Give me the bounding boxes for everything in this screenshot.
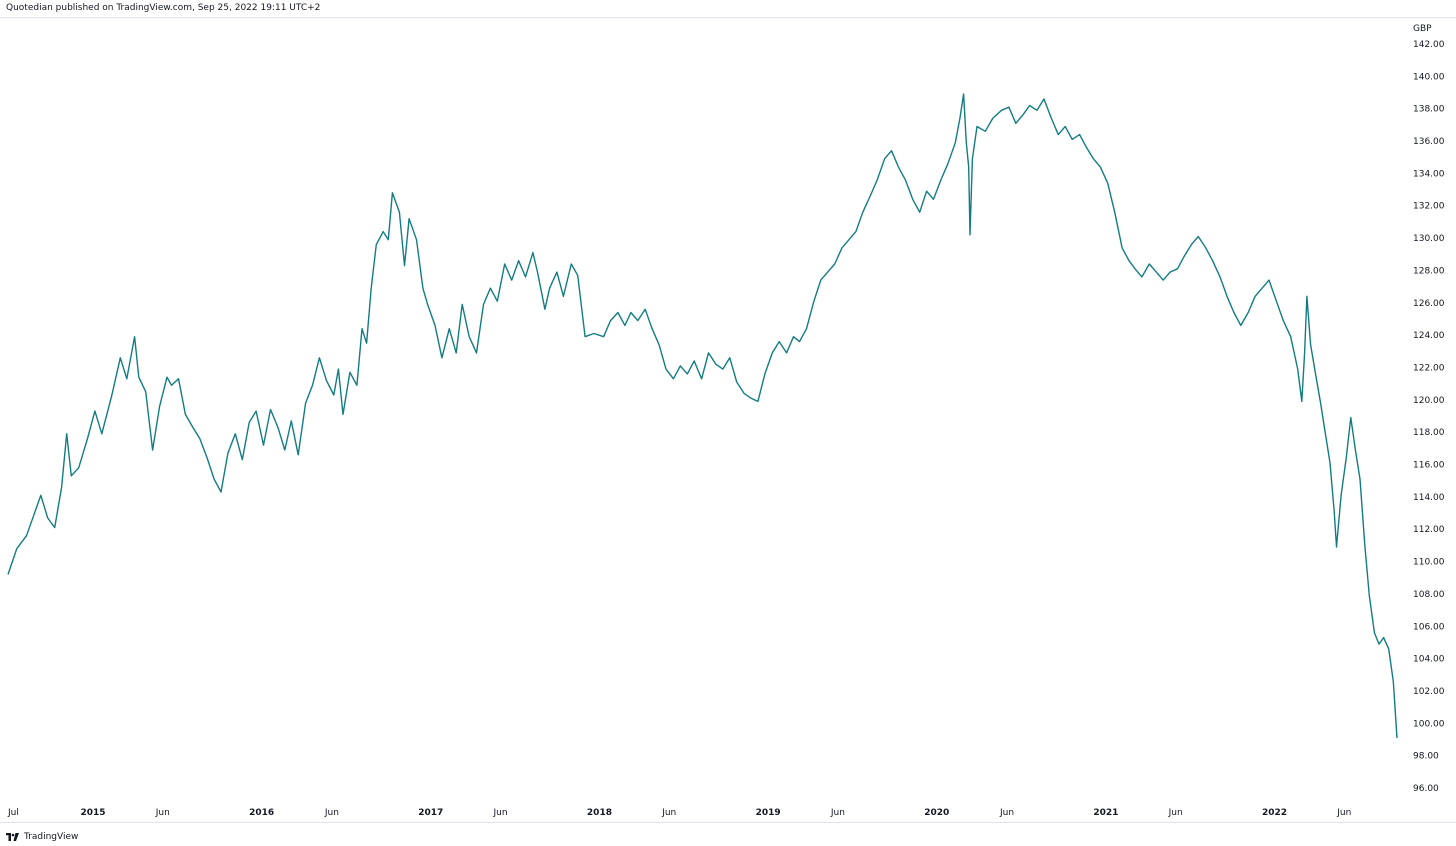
y-tick-label: 126.00 [1413, 299, 1445, 309]
x-tick-label: Jun [1168, 808, 1183, 818]
y-tick-label: 100.00 [1413, 719, 1445, 729]
x-tick-label: 2021 [1093, 808, 1118, 818]
x-tick-label: Jul [7, 808, 19, 818]
y-tick-label: 128.00 [1413, 266, 1445, 276]
x-tick-label: 2019 [756, 808, 781, 818]
y-tick-label: 122.00 [1413, 363, 1445, 373]
series-group [7, 93, 1398, 738]
x-tick-label: 2017 [418, 808, 443, 818]
x-tick-label: Jun [830, 808, 845, 818]
x-tick-label: Jun [155, 808, 170, 818]
tradingview-logo-icon [6, 833, 19, 841]
x-tick-label: 2020 [924, 808, 949, 818]
x-tick-label: 2018 [587, 808, 612, 818]
y-tick-label: 138.00 [1413, 105, 1445, 115]
y-tick-label: 98.00 [1413, 752, 1439, 762]
x-axis[interactable]: Jul 2015 Jun 2016 Jun 2017 Jun 2018 Jun 2019 Jun 20… [7, 808, 1351, 818]
y-tick-label: 96.00 [1413, 784, 1439, 794]
y-tick-label: 142.00 [1413, 40, 1445, 50]
series-line-0[interactable] [7, 93, 1398, 738]
y-tick-label: 116.00 [1413, 461, 1445, 471]
x-tick-label: Jun [493, 808, 508, 818]
x-tick-label: Jun [999, 808, 1014, 818]
currency-label: GBP [1413, 24, 1432, 34]
y-tick-label: 130.00 [1413, 234, 1445, 244]
y-tick-label: 136.00 [1413, 137, 1445, 147]
y-tick-label: 120.00 [1413, 396, 1445, 406]
x-tick-label: Jun [324, 808, 339, 818]
y-tick-label: 134.00 [1413, 169, 1445, 179]
y-tick-label: 118.00 [1413, 428, 1445, 438]
y-tick-label: 140.00 [1413, 72, 1445, 82]
x-tick-label: 2022 [1262, 808, 1287, 818]
y-tick-label: 110.00 [1413, 558, 1445, 568]
x-tick-label: Jun [1336, 808, 1351, 818]
y-tick-label: 132.00 [1413, 202, 1445, 212]
x-tick-label: Jun [661, 808, 676, 818]
x-tick-label: 2016 [249, 808, 274, 818]
attribution-text: Quotedian published on TradingView.com, … [6, 3, 321, 13]
y-axis[interactable]: GBP 96.00 98.00 100.00 102.00 104.00 106.00 108… [1413, 24, 1445, 794]
y-tick-label: 114.00 [1413, 493, 1445, 503]
footer-brand[interactable]: TradingView [6, 832, 78, 842]
y-tick-label: 112.00 [1413, 525, 1445, 535]
y-tick-label: 106.00 [1413, 622, 1445, 632]
y-tick-label: 102.00 [1413, 687, 1445, 697]
y-tick-label: 108.00 [1413, 590, 1445, 600]
x-tick-label: 2015 [80, 808, 105, 818]
y-tick-label: 124.00 [1413, 331, 1445, 341]
y-tick-label: 104.00 [1413, 655, 1445, 665]
footer-brand-text: TradingView [24, 832, 79, 842]
